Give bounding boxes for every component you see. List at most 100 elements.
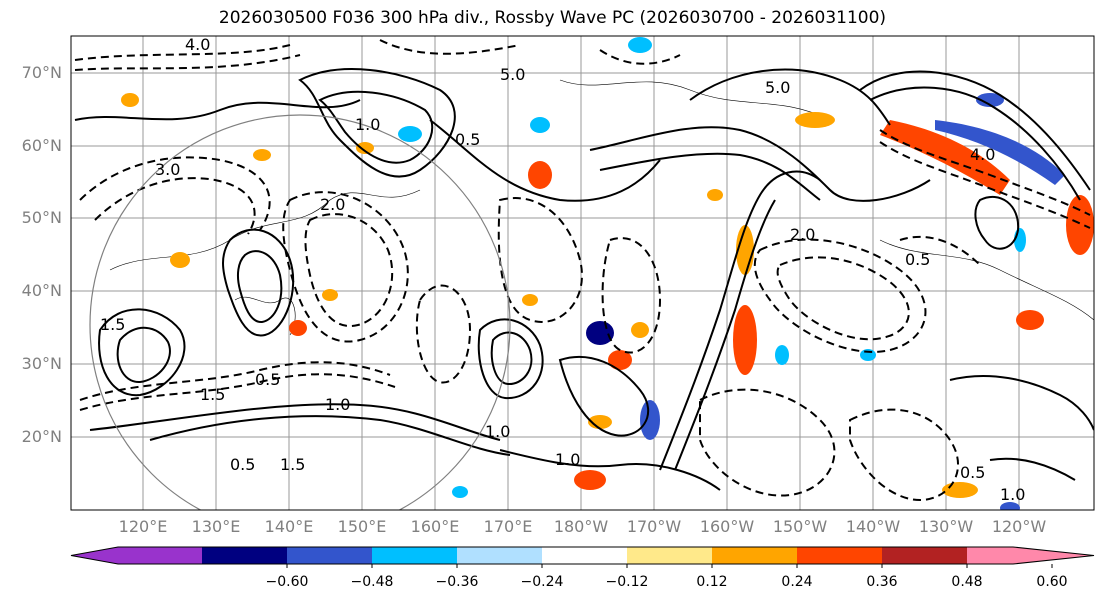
longitude-label: 170°W — [626, 517, 682, 536]
negative-divergence-patch — [452, 486, 468, 498]
contour-positive — [298, 68, 456, 178]
longitude-label: 170°E — [483, 517, 533, 536]
positive-divergence-patch — [733, 305, 757, 375]
longitude-label: 150°E — [337, 517, 387, 536]
contour-positive — [222, 228, 295, 337]
contour-positive — [974, 195, 1020, 250]
positive-divergence-band — [880, 120, 1010, 195]
contour-value-label: 0.5 — [960, 463, 985, 482]
contour-positive — [869, 86, 1081, 201]
colorbar-cell — [882, 547, 967, 564]
contour-value-label: 1.5 — [200, 385, 225, 404]
colorbar-cell — [287, 547, 372, 564]
contour-positive — [589, 126, 931, 202]
contour-negative — [79, 373, 396, 411]
contour-value-label: 3.0 — [155, 160, 180, 179]
colorbar-tick-label: −0.24 — [520, 574, 564, 590]
colorbar-cell — [967, 547, 1094, 564]
longitude-label: 180°W — [553, 517, 609, 536]
coastline-north-america — [879, 239, 1094, 321]
contour-positive — [499, 449, 721, 491]
negative-divergence-patch — [775, 345, 789, 365]
positive-divergence-patch — [170, 252, 190, 268]
positive-divergence-patch — [528, 161, 552, 189]
map-frame — [70, 35, 1095, 511]
contour-positive — [558, 355, 650, 437]
contour-value-label: 1.0 — [555, 450, 580, 469]
contour-negative — [74, 54, 301, 71]
longitude-label: 120°W — [991, 517, 1047, 536]
latitude-label: 40°N — [21, 281, 62, 300]
contour-positive — [477, 318, 544, 400]
longitude-label: 150°W — [772, 517, 828, 536]
contour-negative — [74, 44, 291, 61]
contour-negative — [599, 49, 681, 65]
contour-positive — [89, 403, 501, 441]
contour-value-label: 1.0 — [1000, 485, 1025, 504]
positive-divergence-patch — [253, 149, 271, 161]
positive-divergence-patch — [322, 289, 338, 301]
colorbar-cell — [627, 547, 712, 564]
longitude-label: 140°E — [264, 517, 314, 536]
colorbar-cell — [71, 547, 202, 564]
contour-positive — [659, 170, 821, 471]
divergence-shading — [121, 37, 1094, 510]
contour-value-label: 0.5 — [455, 130, 480, 149]
contour-negative — [879, 141, 1091, 229]
longitude-label: 140°W — [845, 517, 901, 536]
contour-positive — [98, 308, 186, 397]
positive-divergence-patch — [795, 112, 835, 128]
contour-negative — [304, 213, 394, 328]
contour-negative — [753, 238, 927, 353]
positive-divergence-patch — [707, 189, 723, 201]
map-plot-area — [71, 36, 1094, 510]
colorbar-tick-label: −0.60 — [265, 574, 309, 590]
contour-value-label: 5.0 — [500, 65, 525, 84]
contour-negative — [879, 129, 1091, 216]
contour-positive — [236, 250, 283, 323]
contour-negative — [282, 191, 409, 343]
colorbar-tick-label: −0.48 — [350, 574, 394, 590]
negative-divergence-band — [935, 120, 1065, 185]
contour-positive — [599, 152, 821, 201]
latitude-label: 70°N — [21, 63, 62, 82]
contour-value-label: 4.0 — [970, 145, 995, 164]
contour-positive — [989, 457, 1076, 481]
positive-divergence-patch — [631, 322, 649, 338]
contour-value-label: 1.0 — [355, 115, 380, 134]
contour-value-label: 1.5 — [100, 315, 125, 334]
colorbar-outline — [70, 546, 1095, 565]
contour-value-label: 1.0 — [485, 422, 510, 441]
colorbar-tick-label: 0.12 — [696, 574, 728, 590]
positive-divergence-patch — [1066, 195, 1094, 255]
colorbar-ticks — [286, 564, 1053, 568]
longitude-label: 130°E — [191, 517, 241, 536]
contour-positive — [949, 374, 1094, 431]
negative-divergence-patch — [1000, 502, 1020, 510]
longitude-label: 120°E — [118, 517, 168, 536]
contour-negative — [497, 197, 583, 323]
coastline-alaska — [559, 79, 831, 121]
contour-negative — [379, 39, 521, 55]
colorbar-cells — [70, 546, 1095, 565]
contour-negative — [79, 361, 391, 401]
contour-positive — [859, 70, 1091, 191]
contour-positive — [490, 331, 533, 386]
latitude-label: 50°N — [21, 208, 62, 227]
positive-divergence-patch — [356, 142, 374, 154]
negative-divergence-patch — [398, 126, 422, 142]
colorbar-tick-label: −0.12 — [605, 574, 649, 590]
contour-negative — [601, 237, 662, 354]
colorbar-tick-label: 0.60 — [1036, 574, 1068, 590]
colorbar-tick-label: 0.48 — [951, 574, 983, 590]
contour-value-label: 0.5 — [230, 455, 255, 474]
map-title: 2026030500 F036 300 hPa div., Rossby Wav… — [218, 8, 887, 28]
contour-negative — [94, 177, 256, 235]
rossby-wave-contours-negative — [74, 39, 1091, 502]
colorbar-tick-label: 0.36 — [866, 574, 898, 590]
rossby-wave-contours-positive — [74, 68, 1094, 491]
longitude-label: 160°W — [699, 517, 755, 536]
contour-value-label: 2.0 — [790, 225, 815, 244]
